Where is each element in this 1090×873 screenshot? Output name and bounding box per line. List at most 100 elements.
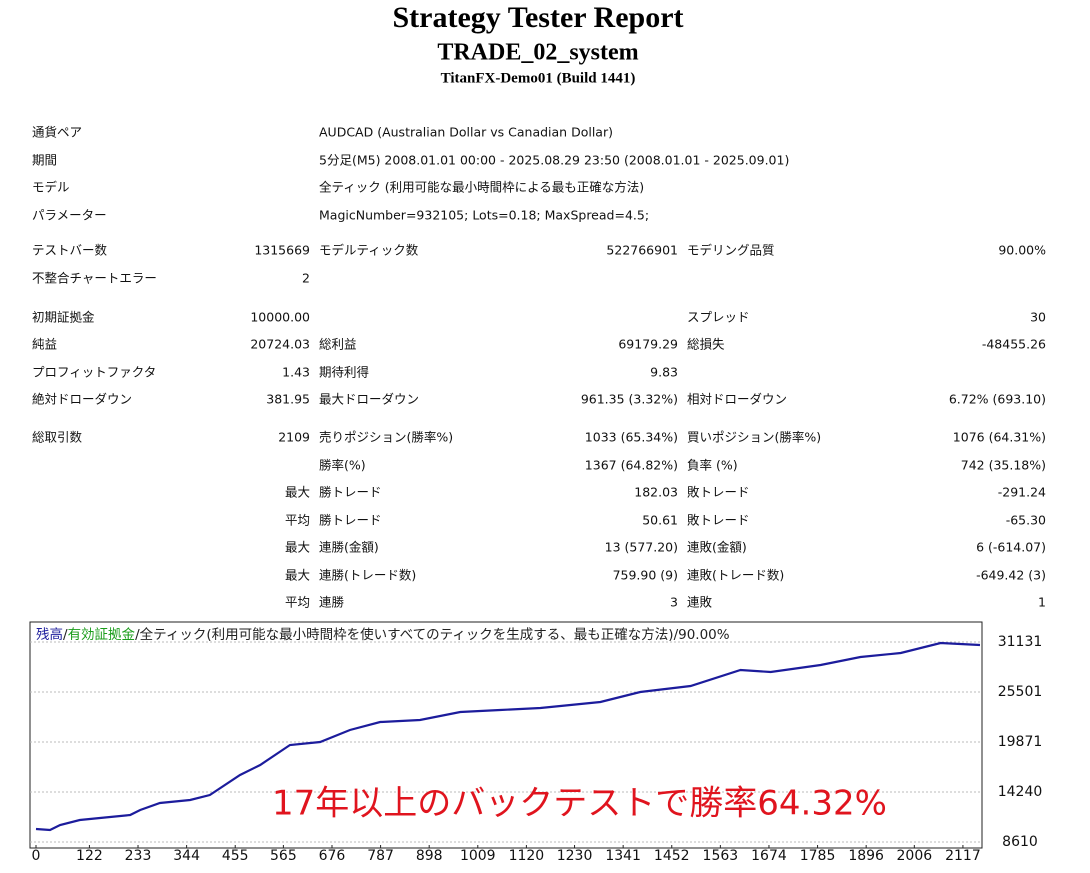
x-tick-label: 898 [416,848,443,864]
cell-label: 初期証拠金 [32,310,95,325]
cell-value: 2109 [278,430,310,445]
cell-value: -291.24 [998,485,1046,500]
cell-value: 522766901 [606,243,678,258]
cell-label: 連勝 [319,595,345,610]
cell-label: 最大ドローダウン [319,392,419,407]
x-tick-label: 1230 [557,848,593,864]
separator: / [135,627,140,643]
cell-value: 69179.29 [618,337,678,352]
cell-value: 759.90 (9) [613,568,678,583]
cell-value: 742 (35.18%) [961,458,1046,473]
info-value: 5分足(M5) 2008.01.01 00:00 - 2025.08.29 23… [319,153,789,168]
cell-value: 1 [1038,595,1046,610]
cell-label: 連敗(金額) [687,540,747,555]
x-tick-label: 233 [125,848,152,864]
cell-label: 不整合チャートエラー [32,271,157,286]
cell-value: 30 [1030,310,1046,325]
cell-value: 6 (-614.07) [976,540,1046,555]
cell-label: 連勝(金額) [319,540,379,555]
x-tick-label: 1120 [509,848,545,864]
quality: 90.00% [678,627,730,643]
x-tick-label: 2117 [945,848,981,864]
cell-label: 総取引数 [32,430,83,445]
server: TitanFX-Demo01 (Build 1441) [441,70,636,86]
cell-value: 1076 (64.31%) [953,430,1046,445]
legend-balance: 残高 [36,626,63,643]
cell-value: 20724.03 [250,337,310,352]
y-tick-label: 8610 [1002,834,1038,850]
y-tick-label: 25501 [998,684,1043,700]
cell-label: モデルティック数 [319,243,419,258]
cell-value: 最大 [285,540,310,555]
cell-value: 90.00% [998,243,1046,258]
info-value: 全ティック (利用可能な最小時間枠による最も正確な方法) [319,180,644,195]
cell-label: 総損失 [687,337,725,352]
cell-label: 買いポジション(勝率%) [687,430,821,445]
separator: / [674,627,679,643]
cell-value: 最大 [285,568,310,583]
x-tick-label: 0 [32,848,41,864]
cell-label: 連敗(トレード数) [687,568,784,583]
cell-label: 連勝(トレード数) [319,568,416,583]
annotation: 17年以上のバックテストで勝率64.32% [272,784,887,824]
cell-label: 敗トレード [687,513,750,528]
cell-value: 1315669 [254,243,310,258]
cell-value: 50.61 [642,513,678,528]
cell-label: 勝トレード [319,513,382,528]
cell-value: 13 (577.20) [605,540,678,555]
x-tick-label: 1563 [703,848,739,864]
x-tick-label: 787 [367,848,394,864]
cell-value: 2 [302,271,310,286]
cell-value: -649.42 (3) [976,568,1046,583]
cell-label: 勝率(%) [319,458,366,473]
cell-label: 勝トレード [319,485,382,500]
info-value: MagicNumber=932105; Lots=0.18; MaxSpread… [319,208,649,223]
cell-value: 最大 [285,485,310,500]
cell-value: 10000.00 [250,310,310,325]
cell-label: 連敗 [687,595,713,610]
info-label: モデル [32,180,70,195]
cell-value: 1.43 [282,365,310,380]
info-label: パラメーター [32,208,107,223]
chart-subtitle: 全ティック(利用可能な最小時間枠を使いすべてのティックを生成する、最も正確な方法… [140,626,674,643]
x-tick-label: 1674 [751,848,787,864]
chart-legend: 残高/有効証拠金/全ティック(利用可能な最小時間枠を使いすべてのティックを生成す… [36,626,730,643]
cell-value: 6.72% (693.10) [949,392,1046,407]
x-tick-label: 1896 [848,848,884,864]
cell-label: 売りポジション(勝率%) [319,430,453,445]
cell-value: 1367 (64.82%) [585,458,678,473]
info-value: AUDCAD (Australian Dollar vs Canadian Do… [319,125,613,140]
report-title: Strategy Tester Report [392,1,683,34]
cell-label: 総利益 [319,337,357,352]
report-subtitle: TRADE_02_system [437,40,638,66]
balance-line [35,641,981,832]
cell-value: 9.83 [650,365,678,380]
x-tick-label: 122 [76,848,103,864]
cell-value: 3 [670,595,678,610]
x-tick-label: 1785 [800,848,836,864]
info-label: 期間 [32,153,57,168]
cell-label: 純益 [32,337,57,352]
cell-value: 961.35 (3.32%) [581,392,678,407]
legend-equity: 有効証拠金 [68,627,136,643]
x-tick-label: 1452 [654,848,690,864]
x-tick-label: 2006 [897,848,933,864]
x-tick-label: 1009 [460,848,496,864]
cell-value: 平均 [285,513,310,528]
cell-value: -65.30 [1006,513,1046,528]
cell-value: 1033 (65.34%) [585,430,678,445]
cell-label: 絶対ドローダウン [32,392,132,407]
cell-label: 期待利得 [319,365,369,380]
cell-label: スプレッド [687,310,750,325]
cell-label: モデリング品質 [687,243,775,258]
cell-label: 敗トレード [687,485,750,500]
separator: / [63,627,68,643]
cell-value: 182.03 [634,485,678,500]
cell-label: プロフィットファクタ [32,365,156,380]
chart-frame [29,621,983,849]
x-tick-label: 344 [173,848,200,864]
y-tick-label: 31131 [998,634,1043,650]
x-tick-label: 1341 [605,848,641,864]
cell-value: 381.95 [266,392,310,407]
